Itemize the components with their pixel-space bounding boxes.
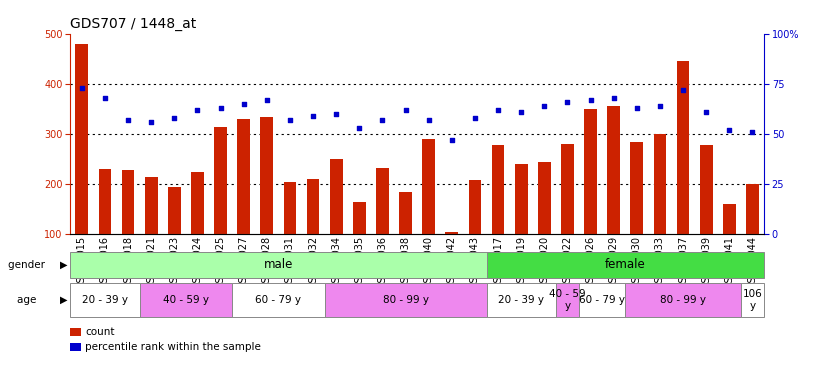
Point <box>121 117 135 123</box>
Point <box>584 97 597 103</box>
Bar <box>487 252 764 278</box>
Bar <box>487 283 556 317</box>
Bar <box>145 177 158 234</box>
Text: 80 - 99 y: 80 - 99 y <box>382 295 429 305</box>
Text: female: female <box>605 258 646 271</box>
Bar <box>306 179 320 234</box>
Point <box>168 115 181 121</box>
Point <box>422 117 435 123</box>
Text: 40 - 59 y: 40 - 59 y <box>163 295 209 305</box>
Text: 106
y: 106 y <box>743 289 762 311</box>
Text: 40 - 59
y: 40 - 59 y <box>549 289 586 311</box>
Bar <box>75 44 88 234</box>
Point <box>445 137 458 143</box>
Point <box>145 119 158 125</box>
Bar <box>445 232 458 234</box>
Text: GDS707 / 1448_at: GDS707 / 1448_at <box>70 17 197 32</box>
Bar <box>746 184 759 234</box>
Point <box>399 107 412 113</box>
Bar <box>214 126 227 234</box>
Text: 80 - 99 y: 80 - 99 y <box>660 295 706 305</box>
Point <box>75 85 88 91</box>
Text: 20 - 39 y: 20 - 39 y <box>82 295 128 305</box>
Bar <box>330 159 343 234</box>
Bar <box>625 283 741 317</box>
Bar <box>237 119 250 234</box>
Bar <box>232 283 325 317</box>
Bar <box>491 145 505 234</box>
Bar <box>422 139 435 234</box>
Point <box>676 87 690 93</box>
Bar <box>399 192 412 234</box>
Point <box>746 129 759 135</box>
Bar <box>607 106 620 234</box>
Bar <box>538 162 551 234</box>
Bar <box>325 283 487 317</box>
Bar <box>723 204 736 234</box>
Text: ▶: ▶ <box>60 260 68 270</box>
Point <box>353 125 366 131</box>
Bar <box>700 145 713 234</box>
Bar <box>515 164 528 234</box>
Point <box>260 97 273 103</box>
Text: count: count <box>85 327 115 337</box>
Point <box>283 117 297 123</box>
Text: gender: gender <box>8 260 49 270</box>
Bar <box>168 187 181 234</box>
Bar <box>283 182 297 234</box>
Bar <box>70 252 487 278</box>
Bar <box>353 202 366 234</box>
Point <box>191 107 204 113</box>
Point <box>538 103 551 109</box>
Bar <box>191 172 204 234</box>
Point <box>515 109 528 115</box>
Bar <box>741 283 764 317</box>
Point <box>607 95 620 101</box>
Bar <box>653 134 667 234</box>
Bar <box>561 144 574 234</box>
Bar <box>468 180 482 234</box>
Point <box>700 109 713 115</box>
Bar <box>121 170 135 234</box>
Bar <box>98 169 112 234</box>
Point <box>723 127 736 133</box>
Point <box>330 111 343 117</box>
Point <box>98 95 112 101</box>
Text: percentile rank within the sample: percentile rank within the sample <box>85 342 261 352</box>
Text: 20 - 39 y: 20 - 39 y <box>498 295 544 305</box>
Point <box>491 107 505 113</box>
Point <box>214 105 227 111</box>
Bar <box>70 283 140 317</box>
Point <box>237 101 250 107</box>
Point <box>306 113 320 119</box>
Point <box>468 115 482 121</box>
Text: 60 - 79 y: 60 - 79 y <box>255 295 301 305</box>
Point <box>561 99 574 105</box>
Text: 60 - 79 y: 60 - 79 y <box>579 295 625 305</box>
Text: ▶: ▶ <box>60 295 68 305</box>
Bar <box>676 62 690 234</box>
Point <box>653 103 667 109</box>
Bar <box>140 283 232 317</box>
Text: age: age <box>17 295 39 305</box>
Point <box>630 105 643 111</box>
Text: male: male <box>263 258 293 271</box>
Bar <box>260 117 273 234</box>
Point <box>376 117 389 123</box>
Bar <box>630 142 643 234</box>
Bar <box>376 168 389 234</box>
Bar <box>556 283 579 317</box>
Bar <box>584 109 597 234</box>
Bar <box>579 283 625 317</box>
